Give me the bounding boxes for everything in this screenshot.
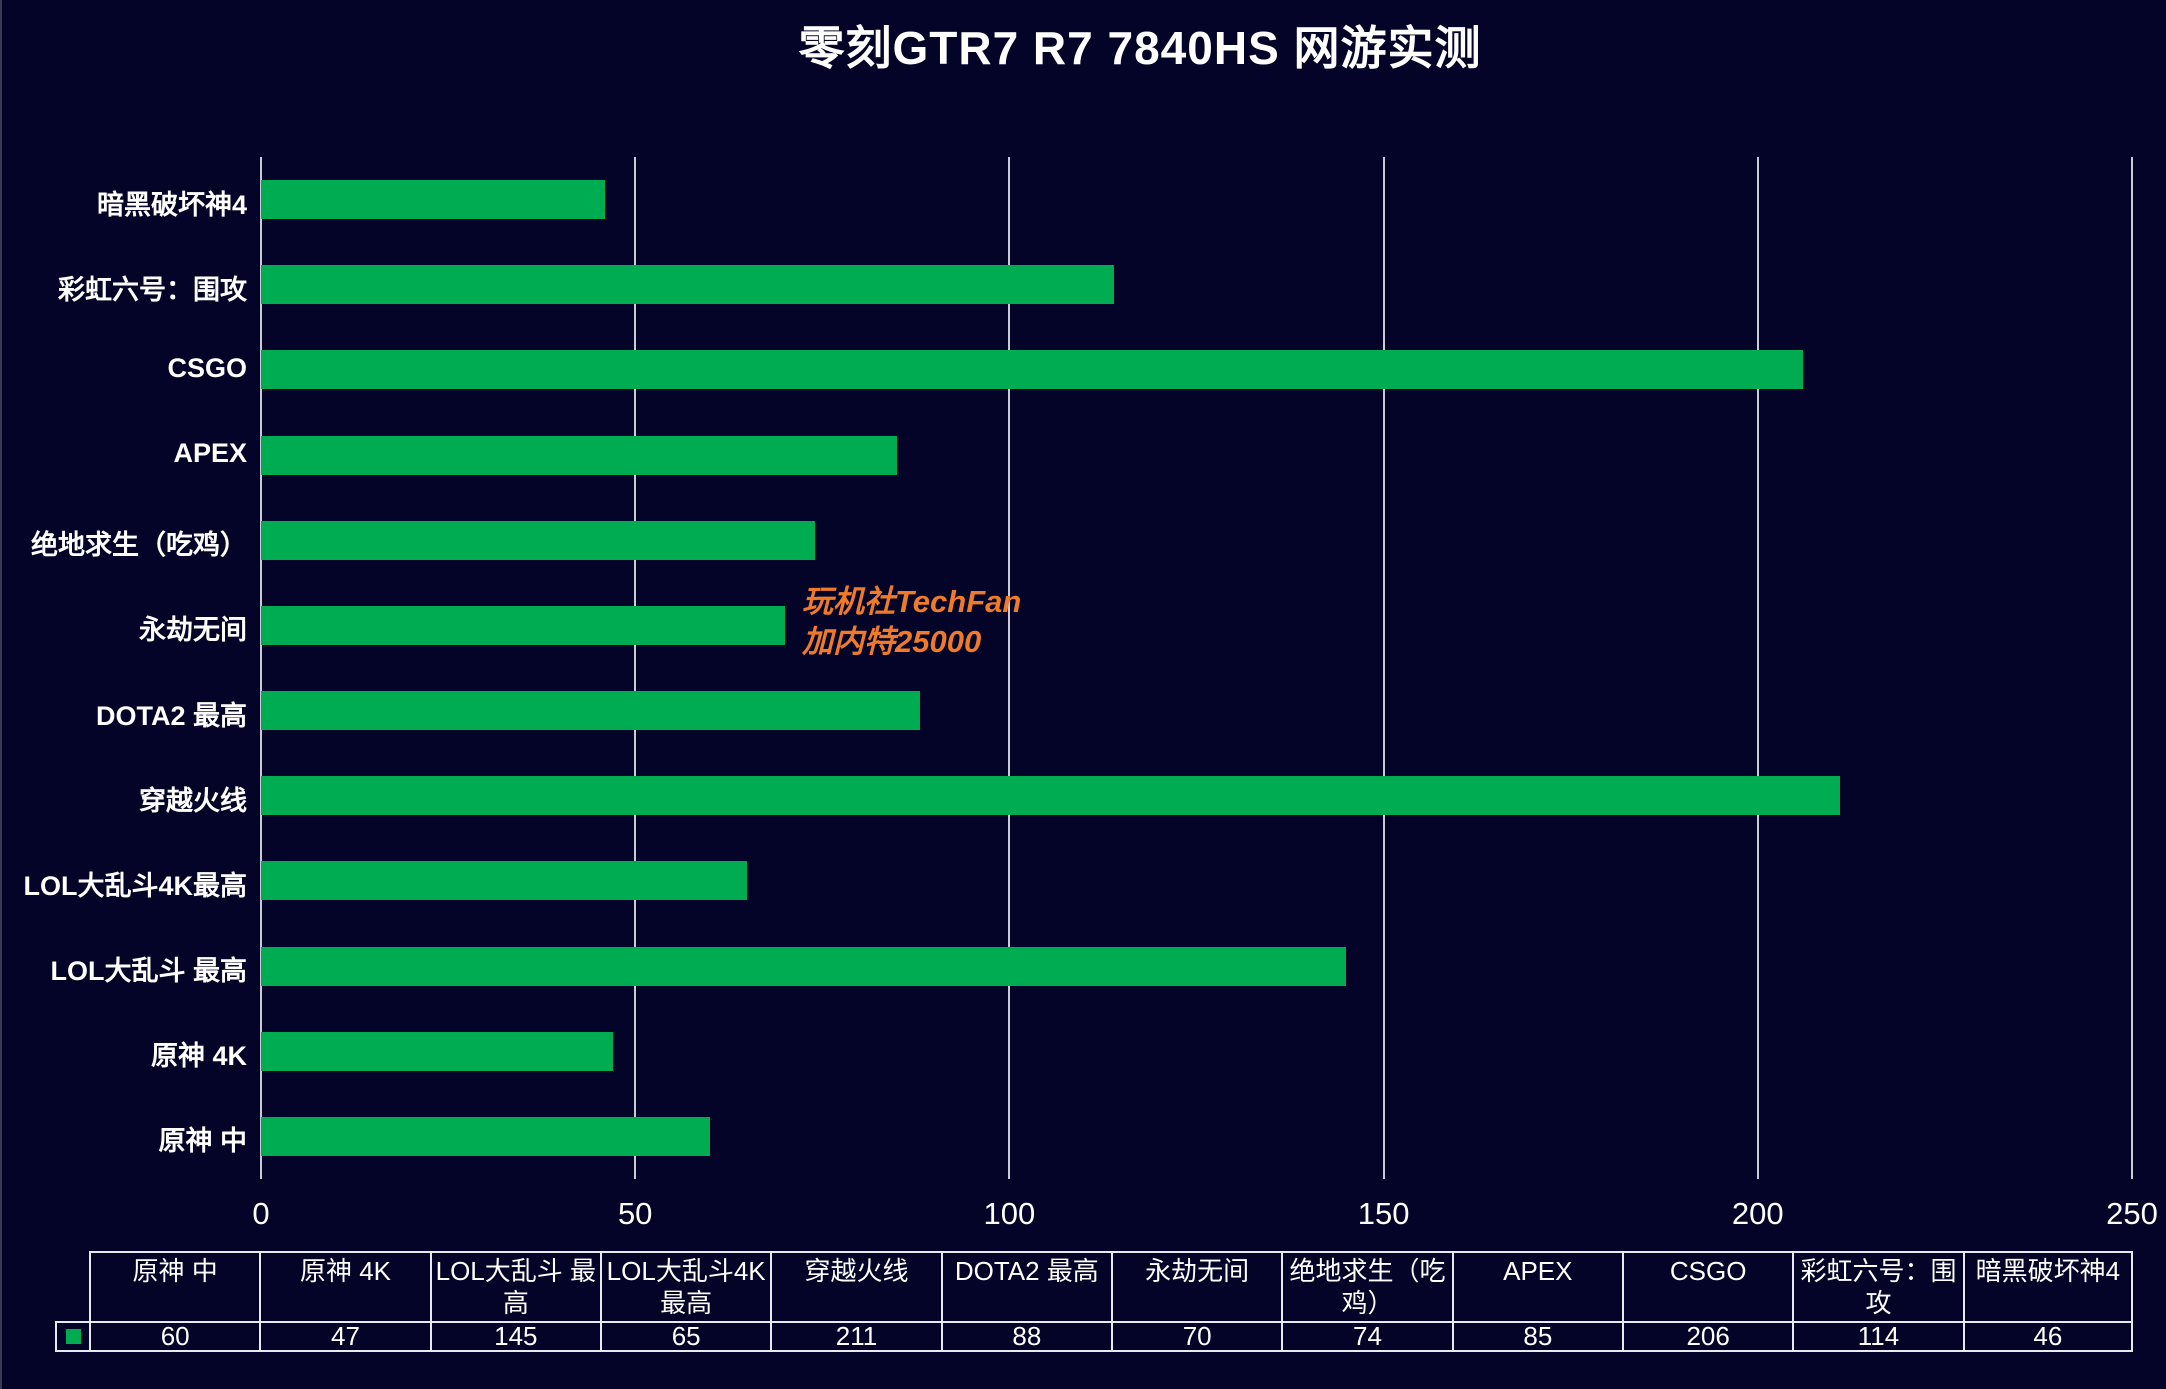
y-axis-label: 穿越火线 bbox=[139, 785, 247, 816]
legend-key-cell bbox=[55, 1321, 89, 1352]
table-value-cell: 211 bbox=[770, 1321, 941, 1352]
chart-bar bbox=[261, 180, 606, 220]
table-value-cell: 114 bbox=[1792, 1321, 1963, 1352]
chart-title: 零刻GTR7 R7 7840HS 网游实测 bbox=[798, 22, 1482, 74]
table-value-cell: 47 bbox=[259, 1321, 430, 1352]
table-corner-cell bbox=[55, 1251, 89, 1321]
table-header-cell: LOL大乱斗4K最高 bbox=[599, 1251, 771, 1321]
table-header-cell: CSGO bbox=[1621, 1251, 1793, 1321]
table-header-cell: APEX bbox=[1451, 1251, 1622, 1321]
chart-bar bbox=[261, 520, 815, 560]
gridline bbox=[1382, 157, 1385, 1179]
table-value-cell: 145 bbox=[429, 1321, 600, 1352]
x-axis-tick-label: 150 bbox=[1357, 1196, 1410, 1231]
chart-bar bbox=[261, 1031, 613, 1071]
table-value-cell: 46 bbox=[1962, 1321, 2133, 1352]
legend-key-icon bbox=[65, 1329, 81, 1344]
x-axis-tick-label: 200 bbox=[1731, 1196, 1784, 1231]
chart-bar bbox=[261, 350, 1803, 390]
table-value-cell: 88 bbox=[940, 1321, 1111, 1352]
y-axis-label: CSGO bbox=[167, 352, 247, 383]
chart-bar bbox=[261, 1116, 711, 1156]
table-header-cell: 原神 4K bbox=[259, 1251, 430, 1321]
chart-bar bbox=[261, 435, 898, 475]
x-axis-tick-label: 100 bbox=[983, 1196, 1036, 1231]
screen-edge-line bbox=[0, 0, 2, 1389]
y-axis-label: APEX bbox=[173, 438, 247, 469]
table-header-cell: 彩虹六号：围攻 bbox=[1792, 1251, 1963, 1321]
watermark-line1: 玩机社TechFan bbox=[802, 584, 1022, 619]
watermark-line2: 加内特25000 bbox=[802, 624, 982, 659]
chart-bar bbox=[261, 265, 1115, 305]
gridline bbox=[2131, 157, 2133, 1179]
data-table: 原神 中原神 4K LOL大乱斗 最高 LOL大乱斗4K最高 穿越火线 DOTA2 最高… bbox=[55, 1251, 2133, 1352]
y-axis-label: 原神 4K bbox=[150, 1041, 247, 1072]
chart-bar bbox=[261, 776, 1841, 816]
watermark: 玩机社TechFan 加内特25000 bbox=[802, 582, 1021, 662]
y-axis-label: LOL大乱斗4K最高 bbox=[23, 870, 247, 901]
plot-area bbox=[260, 157, 2133, 1179]
table-header-cell: 穿越火线 bbox=[770, 1251, 941, 1321]
table-value-cell: 70 bbox=[1110, 1321, 1282, 1352]
y-axis-label: 绝地求生（吃鸡） bbox=[31, 530, 247, 561]
table-value-cell: 74 bbox=[1281, 1321, 1452, 1352]
table-value-cell: 85 bbox=[1451, 1321, 1622, 1352]
y-axis-label: DOTA2 最高 bbox=[95, 700, 247, 731]
y-axis-label: 彩虹六号：围攻 bbox=[58, 274, 247, 305]
y-axis-label: 原神 中 bbox=[158, 1126, 247, 1157]
table-value-cell: 206 bbox=[1621, 1321, 1793, 1352]
y-axis-label: 暗黑破坏神4 bbox=[96, 189, 247, 220]
table-header-cell: 绝地求生（吃鸡） bbox=[1281, 1251, 1452, 1321]
table-header-cell: DOTA2 最高 bbox=[940, 1251, 1111, 1321]
x-axis-tick-label: 0 bbox=[252, 1196, 270, 1231]
chart-bar bbox=[261, 946, 1347, 986]
y-axis-label: LOL大乱斗 最高 bbox=[50, 956, 248, 987]
gridline bbox=[634, 157, 637, 1179]
chart-bar bbox=[261, 691, 920, 731]
chart-bar bbox=[261, 605, 785, 645]
table-value-cell: 60 bbox=[89, 1321, 260, 1352]
table-value-cell: 65 bbox=[599, 1321, 771, 1352]
table-header-cell: 暗黑破坏神4 bbox=[1962, 1251, 2133, 1321]
y-axis-label: 永劫无间 bbox=[139, 615, 247, 646]
chart-bar bbox=[261, 861, 748, 901]
x-axis-tick-label: 50 bbox=[617, 1196, 653, 1231]
table-header-cell: LOL大乱斗 最高 bbox=[429, 1251, 600, 1321]
table-header-cell: 原神 中 bbox=[89, 1251, 260, 1321]
gridline bbox=[260, 157, 262, 1179]
gridline bbox=[1756, 157, 1759, 1179]
x-axis-tick-label: 250 bbox=[2106, 1196, 2158, 1231]
table-header-cell: 永劫无间 bbox=[1110, 1251, 1282, 1321]
gridline bbox=[1008, 157, 1011, 1179]
